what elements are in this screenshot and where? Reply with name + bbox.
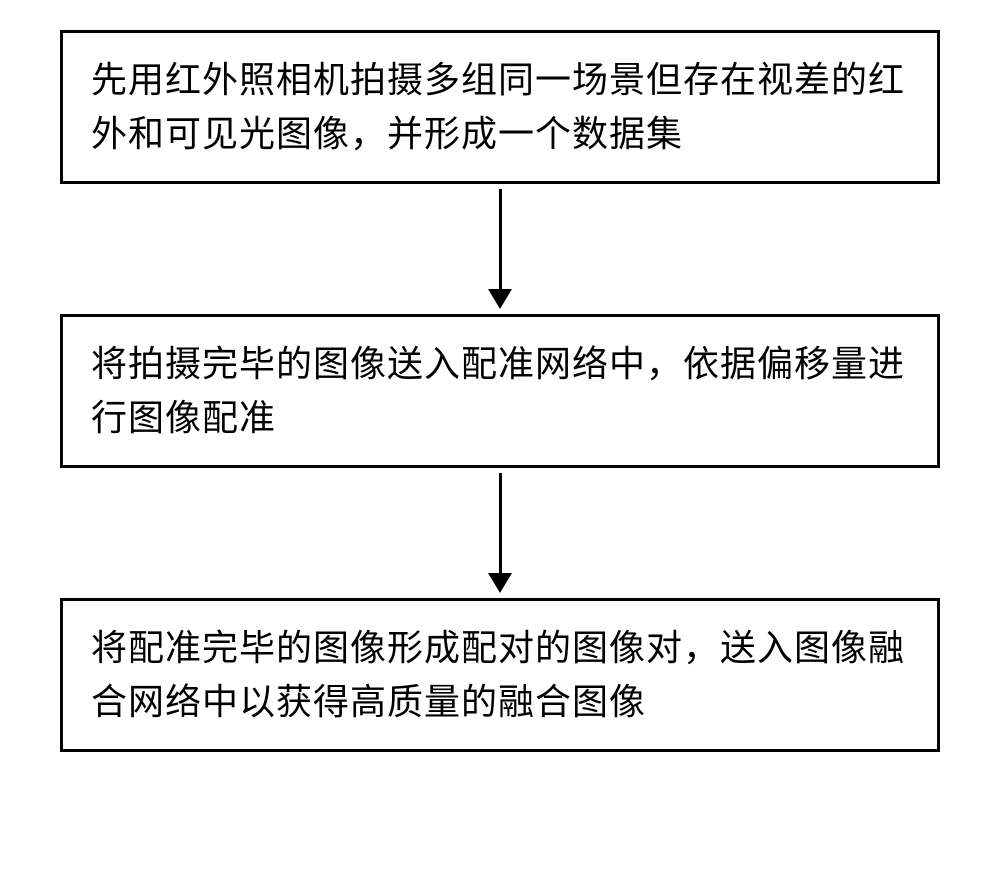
- flow-step-1-text: 先用红外照相机拍摄多组同一场景但存在视差的红外和可见光图像，并形成一个数据集: [91, 53, 909, 161]
- flow-step-3-text: 将配准完毕的图像形成配对的图像对，送入图像融合网络中以获得高质量的融合图像: [91, 621, 909, 729]
- arrow-line-icon: [499, 473, 502, 573]
- flow-step-1: 先用红外照相机拍摄多组同一场景但存在视差的红外和可见光图像，并形成一个数据集: [60, 30, 940, 184]
- arrow-head-icon: [488, 573, 512, 593]
- arrow-head-icon: [488, 289, 512, 309]
- flow-arrow-2: [488, 468, 512, 598]
- flow-step-2: 将拍摄完毕的图像送入配准网络中，依据偏移量进行图像配准: [60, 314, 940, 468]
- flow-step-2-text: 将拍摄完毕的图像送入配准网络中，依据偏移量进行图像配准: [91, 337, 909, 445]
- flowchart-container: 先用红外照相机拍摄多组同一场景但存在视差的红外和可见光图像，并形成一个数据集 将…: [0, 30, 1000, 752]
- flow-step-3: 将配准完毕的图像形成配对的图像对，送入图像融合网络中以获得高质量的融合图像: [60, 598, 940, 752]
- flow-arrow-1: [488, 184, 512, 314]
- arrow-line-icon: [499, 189, 502, 289]
